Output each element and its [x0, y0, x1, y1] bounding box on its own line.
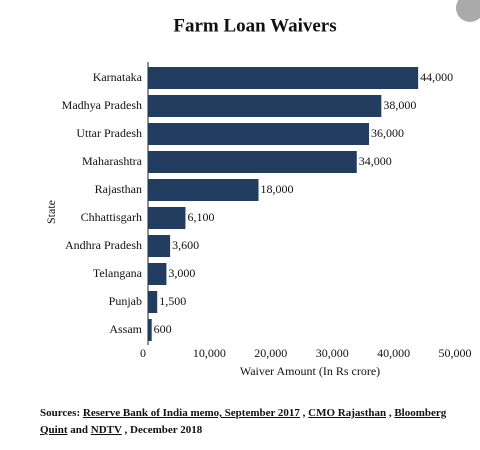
chart-title: Farm Loan Waivers — [173, 15, 336, 36]
chart: Farm Loan Waivers State Waiver Amount (I… — [44, 0, 480, 378]
source-link[interactable]: Bloomberg Quint — [40, 407, 447, 436]
value-label: 38,000 — [383, 98, 416, 112]
y-tick-label: Chhattisgarh — [81, 210, 142, 224]
x-tick-label: 0 — [140, 346, 146, 360]
y-tick-label: Madhya Pradesh — [62, 98, 142, 112]
source-text: , — [302, 407, 306, 419]
x-tick-label: 50,000 — [439, 346, 472, 360]
value-label: 18,000 — [261, 182, 294, 196]
x-tick-label: 20,000 — [254, 346, 287, 360]
bar — [148, 95, 382, 117]
source-link[interactable]: Reserve Bank of India memo, September 20… — [82, 407, 300, 419]
bar — [148, 151, 357, 173]
source-link[interactable]: NDTV — [90, 424, 122, 436]
bar — [148, 263, 167, 285]
source-link[interactable]: CMO Rajasthan — [308, 407, 387, 419]
sources: Sources: Reserve Bank of India memo, Sep… — [40, 405, 470, 439]
value-label: 3,600 — [172, 238, 199, 252]
source-text: , — [388, 407, 392, 419]
value-label: 6,100 — [187, 210, 214, 224]
source-text: and — [70, 424, 89, 436]
y-tick-label: Telangana — [93, 266, 143, 280]
y-tick-label: Andhra Pradesh — [65, 238, 142, 252]
share-icon[interactable] — [456, 0, 480, 22]
x-tick-label: 10,000 — [193, 346, 226, 360]
x-axis-label: Waiver Amount (In Rs crore) — [240, 364, 380, 378]
value-label: 36,000 — [371, 126, 404, 140]
value-label: 44,000 — [420, 70, 453, 84]
x-tick-label: 40,000 — [377, 346, 410, 360]
y-tick-label: Maharashtra — [82, 154, 143, 168]
value-label: 34,000 — [359, 154, 392, 168]
x-tick-label: 30,000 — [316, 346, 349, 360]
bar — [148, 319, 152, 341]
source-text: Sources: — [40, 407, 81, 419]
y-axis-label: State — [44, 200, 58, 224]
value-label: 3,000 — [168, 266, 195, 280]
bar — [148, 291, 158, 313]
value-label: 1,500 — [159, 294, 186, 308]
y-tick-label: Karnataka — [93, 70, 143, 84]
value-label: 600 — [154, 322, 172, 336]
y-tick-label: Uttar Pradesh — [76, 126, 142, 140]
bar — [148, 235, 171, 257]
bar — [148, 67, 419, 89]
y-tick-label: Punjab — [109, 294, 142, 308]
bar — [148, 179, 259, 201]
bar — [148, 207, 186, 229]
y-tick-label: Rajasthan — [95, 182, 142, 196]
bar — [148, 123, 370, 145]
source-text: , December 2018 — [124, 424, 203, 436]
y-tick-label: Assam — [109, 322, 142, 336]
